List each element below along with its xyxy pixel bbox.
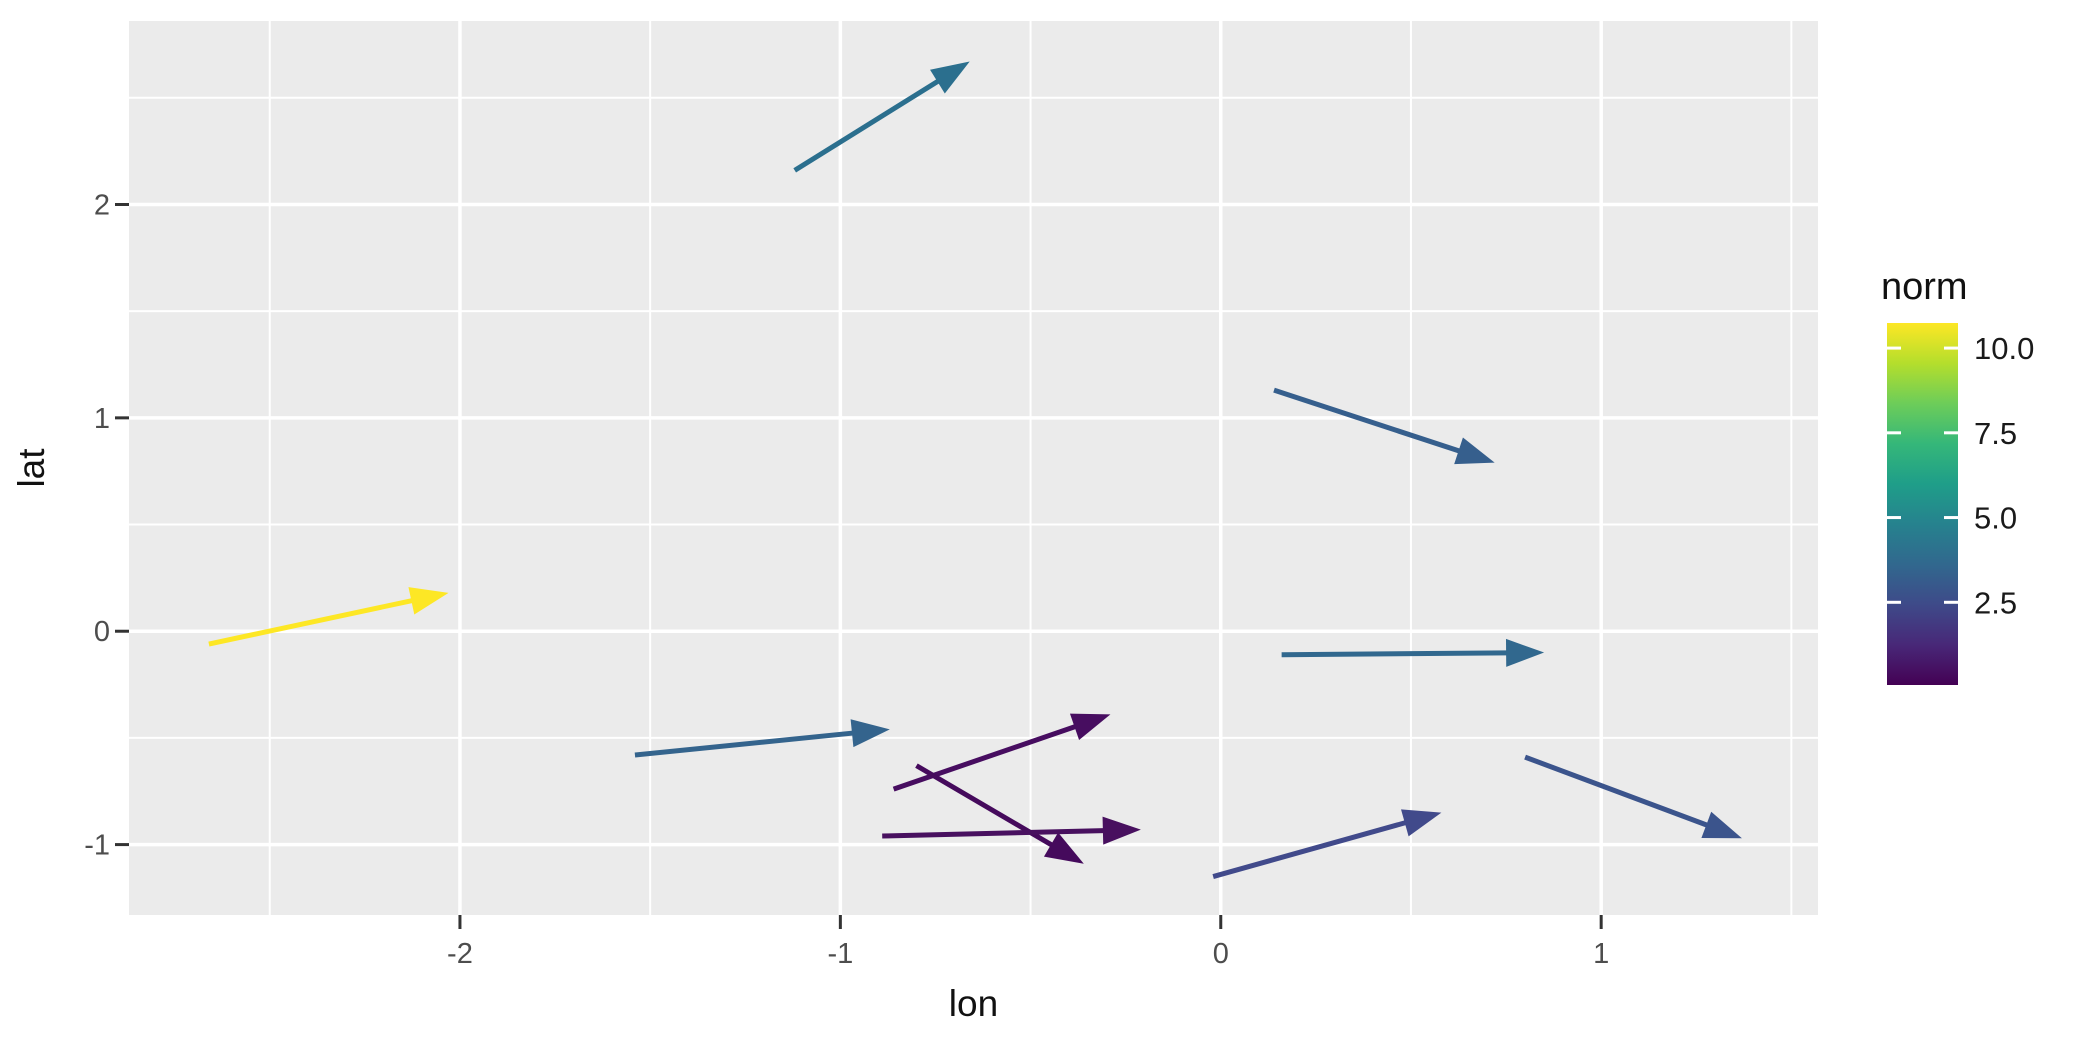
vector-arrow — [882, 816, 1141, 845]
x-axis-title: lon — [949, 983, 998, 1024]
legend-tick-label: 2.5 — [1974, 585, 2017, 620]
vector-arrow — [892, 713, 1111, 792]
vector-arrow — [1273, 387, 1495, 465]
arrow-head — [1069, 713, 1111, 741]
panel-background — [129, 21, 1818, 915]
arrow-shaft — [1524, 754, 1723, 833]
legend-tick-label: 10.0 — [1974, 331, 2034, 366]
arrow-head — [1043, 832, 1084, 864]
vector-arrow — [208, 587, 449, 647]
axis-tick-marks — [115, 202, 1603, 929]
legend-title: norm — [1881, 266, 1968, 308]
arrow-head — [408, 587, 449, 615]
vector-arrow — [793, 61, 970, 173]
y-tick-label: 2 — [94, 189, 110, 221]
axis-titles: lon lat — [11, 448, 998, 1024]
x-tick-label: 0 — [1213, 938, 1229, 970]
arrow-head — [930, 61, 970, 94]
vector-arrow — [1524, 754, 1742, 839]
y-axis-title: lat — [11, 448, 52, 488]
major-gridlines — [129, 21, 1818, 915]
arrow-head — [850, 719, 890, 748]
arrow-shaft — [892, 719, 1091, 792]
minor-gridlines — [129, 21, 1818, 915]
vector-arrow — [915, 763, 1084, 864]
arrow-shaft — [915, 763, 1067, 855]
plot-panel — [129, 21, 1818, 915]
y-tick-label: 0 — [94, 616, 110, 648]
axis-tick-labels: -2 -1 0 1 -1 0 1 2 — [84, 189, 1609, 970]
arrow-head — [1102, 816, 1141, 845]
arrow-shaft — [208, 594, 428, 647]
x-tick-label: 1 — [1593, 938, 1609, 970]
arrow-shaft — [634, 729, 869, 758]
x-tick-label: -1 — [827, 938, 853, 970]
arrow-shaft — [1281, 650, 1523, 658]
colorbar — [1887, 323, 1958, 685]
y-tick-label: 1 — [94, 403, 110, 435]
arrow-shaft — [1212, 816, 1421, 880]
legend-tick-label: 7.5 — [1974, 416, 2017, 451]
arrow-head — [1505, 638, 1545, 667]
arrow-shaft — [1273, 387, 1475, 459]
vector-arrow — [1212, 809, 1442, 880]
arrow-head — [1701, 811, 1742, 839]
arrow-shaft — [882, 827, 1119, 839]
arrow-head — [1401, 809, 1442, 837]
y-tick-label: -1 — [84, 830, 110, 862]
arrow-shaft — [793, 71, 953, 173]
legend-tick-label: 5.0 — [1974, 501, 2017, 536]
vector-arrow — [1281, 638, 1545, 667]
x-tick-label: -2 — [447, 938, 473, 970]
vector-arrow — [634, 719, 890, 758]
arrow-series — [208, 61, 1742, 880]
arrow-head — [1454, 437, 1495, 465]
